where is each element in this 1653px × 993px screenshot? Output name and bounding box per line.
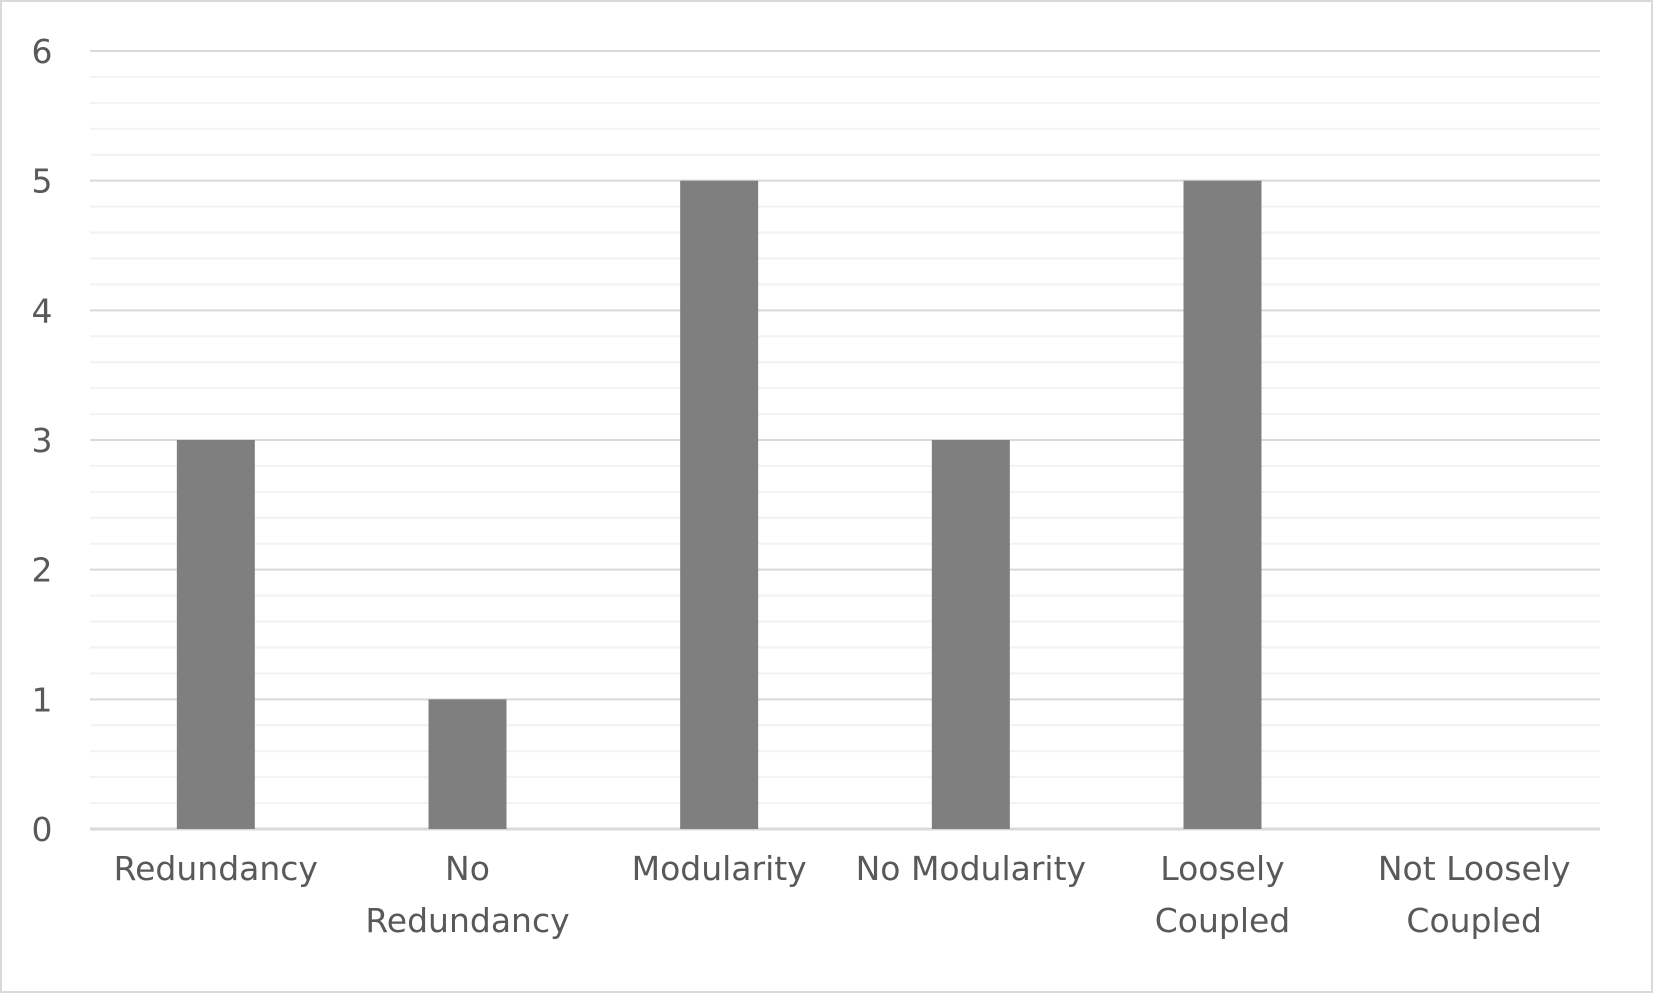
x-category-label-line: Modularity bbox=[632, 849, 807, 888]
x-category-label: Modularity bbox=[632, 849, 807, 888]
bars-group bbox=[176, 180, 1262, 829]
y-tick-label: 4 bbox=[32, 291, 53, 330]
y-tick-label: 6 bbox=[32, 32, 53, 71]
x-category-label: No Redundancy bbox=[365, 849, 569, 940]
x-category-label-line: No bbox=[445, 849, 490, 888]
y-tick-label: 2 bbox=[32, 551, 53, 590]
y-tick-label: 0 bbox=[32, 810, 53, 849]
y-tick-label: 3 bbox=[32, 421, 53, 460]
y-tick-label: 1 bbox=[32, 680, 53, 719]
major-gridlines bbox=[90, 50, 1600, 831]
x-category-label-line: Coupled bbox=[1155, 901, 1291, 940]
x-category-label: No Modularity bbox=[856, 849, 1086, 888]
x-axis-category-labels: Redundancy No Redundancy Modularity No Modul… bbox=[114, 849, 1571, 940]
minor-gridlines bbox=[90, 75, 1600, 805]
x-category-label-line: Not Loosely bbox=[1378, 849, 1571, 888]
x-category-label-line: Coupled bbox=[1406, 901, 1542, 940]
bar bbox=[1183, 180, 1262, 829]
bar bbox=[428, 699, 507, 829]
x-category-label: Not Loosely Coupled bbox=[1378, 849, 1571, 940]
bar bbox=[176, 440, 255, 829]
y-tick-label: 5 bbox=[32, 162, 53, 201]
bar bbox=[680, 180, 759, 829]
x-category-label-line: Redundancy bbox=[365, 901, 569, 940]
x-category-label-line: Redundancy bbox=[114, 849, 318, 888]
bar bbox=[931, 440, 1010, 829]
x-category-label-line: Loosely bbox=[1160, 849, 1284, 888]
x-category-label: Loosely Coupled bbox=[1155, 849, 1291, 940]
x-category-label: Redundancy bbox=[114, 849, 318, 888]
x-category-label-line: No Modularity bbox=[856, 849, 1086, 888]
y-axis-tick-labels: 0 1 2 3 4 5 6 bbox=[32, 32, 53, 849]
